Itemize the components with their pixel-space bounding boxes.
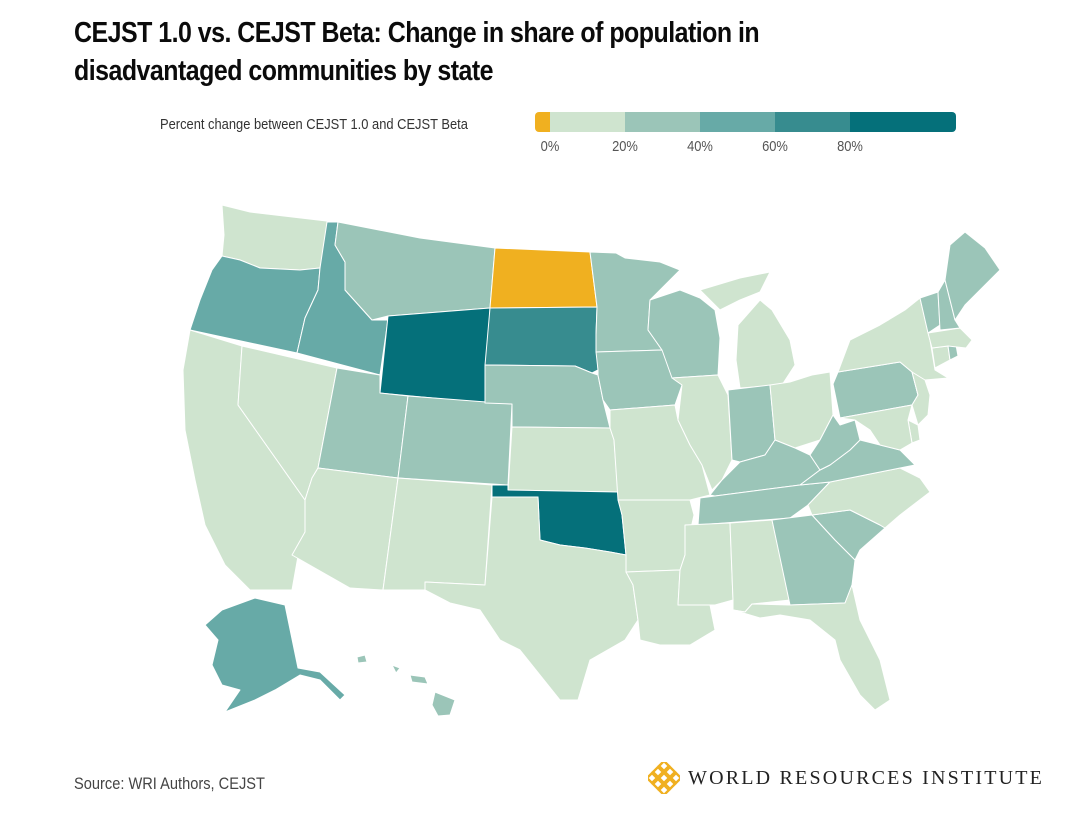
legend-swatch-negative (535, 112, 550, 132)
chart-title: CEJST 1.0 vs. CEJST Beta: Change in shar… (74, 17, 760, 87)
state-nm (382, 477, 493, 591)
legend-tick: 40% (687, 138, 713, 155)
logo-knot-cell (648, 771, 659, 785)
state-nh (937, 279, 961, 331)
logo-knot-cell (663, 777, 677, 791)
state-ct (931, 345, 951, 369)
state-vt (919, 291, 941, 334)
legend-ticks: 0% 20% 40% 60% 80% (0, 138, 1080, 158)
legend-swatch-60-80 (775, 112, 850, 132)
source-note: Source: WRI Authors, CEJST (74, 774, 265, 793)
legend-tick: 80% (837, 138, 863, 155)
state-fl (732, 584, 891, 711)
state-ne (484, 364, 611, 429)
state-mt (334, 221, 496, 321)
wri-knot-icon (648, 762, 680, 794)
state-mi (699, 271, 796, 389)
legend-color-bar (535, 112, 956, 132)
state-sd (484, 306, 599, 374)
logo-knot-cell (657, 771, 671, 785)
state-wy (379, 307, 491, 404)
wri-logo: WORLD RESOURCES INSTITUTE (648, 762, 1044, 794)
state-ks (507, 426, 619, 493)
legend-tick: 20% (612, 138, 638, 155)
state-md (839, 404, 913, 451)
logo-knot-cell (651, 765, 665, 779)
logo-knot-cell (657, 762, 671, 773)
state-me (944, 231, 1001, 321)
state-nj (911, 371, 931, 426)
legend-swatch-40-60 (700, 112, 775, 132)
legend-tick: 0% (540, 138, 560, 155)
state-ma (927, 327, 973, 349)
logo-text: WORLD RESOURCES INSTITUTE (688, 766, 1045, 789)
logo-knot-cell (651, 777, 665, 791)
state-tx (424, 496, 639, 701)
state-wv (809, 414, 861, 471)
state-ms (677, 522, 734, 606)
legend-title: Percent change between CEJST 1.0 and CEJ… (160, 116, 468, 133)
state-ak (204, 597, 346, 713)
legend-tick: 60% (762, 138, 788, 155)
legend-swatch-80-plus (850, 112, 956, 132)
state-il (671, 374, 733, 491)
state-co (397, 395, 513, 486)
legend-swatch-20-40 (625, 112, 700, 132)
state-nd (489, 247, 598, 309)
state-hi (356, 654, 456, 717)
logo-knot-cell (663, 765, 677, 779)
logo-knot-cell (669, 771, 680, 785)
logo-knot-cell (657, 783, 671, 794)
state-wi (647, 289, 721, 379)
legend-swatch-0-20 (550, 112, 625, 132)
